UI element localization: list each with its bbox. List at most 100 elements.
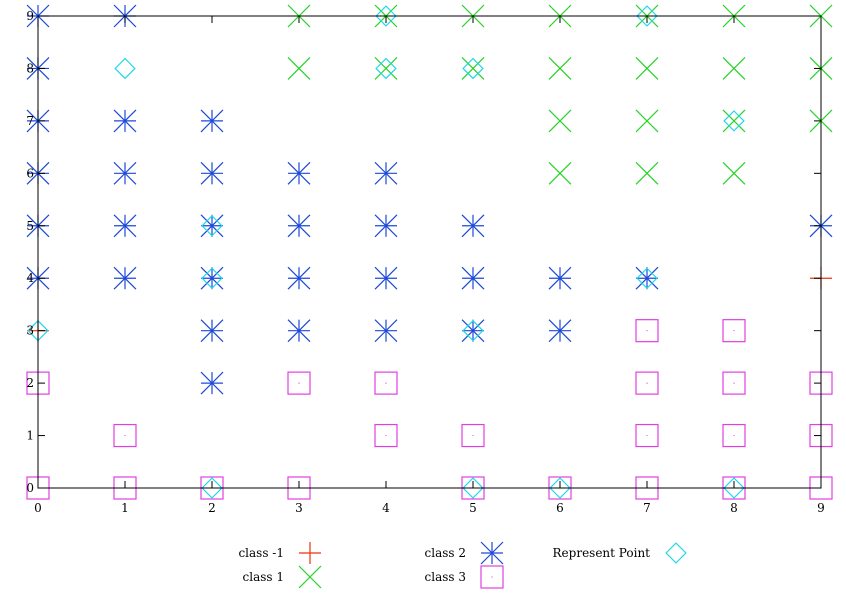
data-point bbox=[722, 109, 746, 133]
x-tick-label: 8 bbox=[730, 501, 738, 515]
data-point bbox=[722, 319, 746, 343]
data-point bbox=[374, 57, 398, 80]
y-tick-label: 6 bbox=[26, 166, 34, 180]
data-point bbox=[113, 214, 137, 238]
data-point bbox=[200, 319, 224, 343]
legend-item: class 1 bbox=[243, 565, 322, 589]
x-tick-label: 2 bbox=[208, 501, 216, 515]
legend-label: class 2 bbox=[425, 546, 466, 560]
data-point bbox=[374, 214, 398, 238]
x-tick-label: 1 bbox=[121, 501, 129, 515]
x-tick-label: 6 bbox=[556, 501, 564, 515]
legend-marker bbox=[665, 542, 687, 564]
data-point bbox=[287, 57, 311, 80]
series-class-3 bbox=[26, 319, 833, 500]
legend-item: class -1 bbox=[238, 542, 321, 564]
data-point bbox=[635, 109, 659, 133]
data-point bbox=[375, 5, 397, 27]
x-tick-label: 0 bbox=[34, 501, 42, 515]
series-class-1 bbox=[27, 267, 832, 342]
data-point bbox=[635, 161, 659, 185]
data-point bbox=[462, 57, 484, 80]
data-point bbox=[548, 161, 572, 185]
data-point bbox=[113, 161, 137, 185]
data-point bbox=[374, 423, 398, 448]
y-tick-label: 0 bbox=[26, 481, 34, 495]
data-point bbox=[201, 477, 223, 499]
data-point bbox=[635, 57, 659, 80]
data-point bbox=[636, 5, 658, 27]
data-point bbox=[200, 161, 224, 185]
data-point bbox=[114, 57, 136, 80]
legend-label: class 1 bbox=[243, 570, 284, 584]
data-point bbox=[200, 109, 224, 133]
data-point bbox=[461, 266, 485, 290]
data-point bbox=[548, 266, 572, 290]
data-point bbox=[287, 371, 311, 395]
data-point bbox=[461, 423, 485, 448]
data-point bbox=[462, 477, 484, 499]
data-point bbox=[200, 214, 224, 238]
data-point bbox=[375, 57, 397, 80]
data-point bbox=[113, 109, 137, 133]
data-point bbox=[200, 371, 224, 395]
series-class-1 bbox=[287, 4, 833, 185]
y-tick-label: 2 bbox=[26, 376, 34, 390]
data-point bbox=[635, 319, 659, 343]
y-tick-label: 3 bbox=[26, 324, 34, 338]
data-point bbox=[722, 57, 746, 80]
data-point bbox=[287, 161, 311, 185]
data-point bbox=[548, 109, 572, 133]
data-point bbox=[113, 266, 137, 290]
plot-frame bbox=[37, 15, 822, 489]
axes: 0 1 2 3 4 5 6 7 8 9 0 1 2 3 4 5 6 7 8 9 bbox=[26, 9, 824, 515]
legend-label: class 3 bbox=[425, 570, 466, 584]
data-point bbox=[287, 214, 311, 238]
x-tick-label: 3 bbox=[295, 501, 303, 515]
data-point bbox=[113, 423, 137, 448]
data-point bbox=[549, 477, 571, 499]
data-point bbox=[201, 215, 223, 237]
data-point bbox=[461, 319, 485, 343]
x-tick-label: 4 bbox=[382, 501, 390, 515]
data-point bbox=[722, 371, 746, 395]
y-tick-label: 9 bbox=[26, 9, 34, 23]
series-class-2 bbox=[26, 4, 833, 395]
legend-label: class -1 bbox=[238, 546, 284, 560]
data-point bbox=[462, 319, 484, 342]
legend-item: Represent Point bbox=[553, 542, 687, 564]
data-point bbox=[636, 267, 658, 289]
y-tick-label: 5 bbox=[26, 219, 34, 233]
data-point bbox=[723, 477, 745, 499]
x-tick-label: 7 bbox=[643, 501, 651, 515]
data-point bbox=[635, 266, 659, 290]
data-point bbox=[722, 161, 746, 185]
legend-marker bbox=[480, 541, 504, 565]
data-point bbox=[461, 57, 485, 80]
data-point bbox=[200, 266, 224, 290]
data-point bbox=[374, 371, 398, 395]
data-point bbox=[548, 57, 572, 80]
data-point bbox=[635, 371, 659, 395]
legend-marker bbox=[299, 542, 321, 564]
data-point bbox=[201, 267, 223, 289]
legend-label: Represent Point bbox=[553, 546, 651, 560]
x-tick-label: 9 bbox=[817, 501, 825, 515]
data-point bbox=[374, 161, 398, 185]
data-point bbox=[548, 319, 572, 343]
data-point bbox=[374, 266, 398, 290]
y-tick-label: 8 bbox=[26, 61, 34, 75]
legend-item: class 3 bbox=[425, 565, 504, 589]
legend-marker bbox=[298, 565, 322, 589]
data-point bbox=[287, 319, 311, 343]
data-point bbox=[635, 423, 659, 448]
data-marks bbox=[26, 4, 833, 500]
data-point bbox=[461, 214, 485, 238]
legend-item: class 2 bbox=[425, 541, 504, 565]
data-point bbox=[723, 110, 745, 132]
y-tick-label: 4 bbox=[26, 271, 34, 285]
data-point bbox=[374, 319, 398, 343]
legend: class -1 class 1 class 2 class 3 Represent P… bbox=[238, 541, 687, 589]
y-tick-label: 7 bbox=[26, 114, 34, 128]
